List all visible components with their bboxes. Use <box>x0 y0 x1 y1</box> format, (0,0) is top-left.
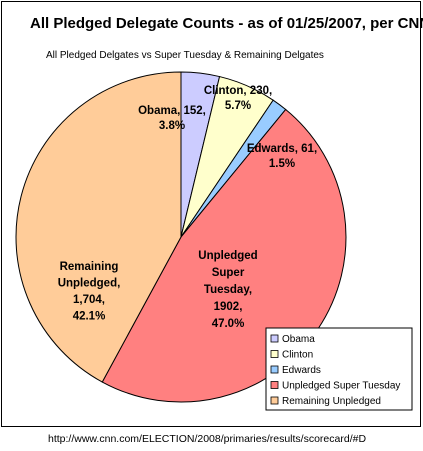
data-label-edwards: Edwards, 61, 1.5% <box>247 143 317 170</box>
legend-swatch-remaining-unpledged <box>270 396 279 405</box>
legend-label-unpledged-super-tuesday: Unpledged Super Tuesday <box>282 381 400 392</box>
pie-slice-remaining-unpledged <box>15 71 182 383</box>
legend-label-edwards: Edwards <box>282 365 321 376</box>
data-label-clinton: Clinton, 230, 5.7% <box>204 85 272 112</box>
data-label-unpledged-super-tuesday: Unpledged Super Tuesday, 1902, 47.0% <box>198 250 257 330</box>
source-url: http://www.cnn.com/ELECTION/2008/primari… <box>48 433 366 445</box>
legend-swatch-clinton <box>270 350 279 358</box>
legend-swatch-edwards <box>270 365 279 374</box>
legend-label-remaining-unpledged: Remaining Unpledged <box>282 396 381 407</box>
legend-swatch-unpledged-super-tuesday <box>270 381 279 389</box>
chart-title: All Pledged Delegate Counts - as of 01/2… <box>30 15 423 32</box>
chart-subtitle: All Pledged Delgates vs Super Tuesday & … <box>46 50 324 61</box>
chart-area-border <box>1 1 421 427</box>
legend-label-obama: Obama <box>282 334 315 345</box>
pie-data-labels: Obama, 152, 3.8%Clinton, 230, 5.7% Edwards,… <box>58 85 317 330</box>
data-label-obama: Obama, 152, 3.8% <box>138 105 206 132</box>
legend-label-clinton: Clinton <box>282 350 313 361</box>
legend: Obama Clinton Edwards Unpledged Super Tuesd… <box>265 327 413 411</box>
data-label-remaining-unpledged: Remaining Unpledged, 1,704, 42.1% <box>58 261 121 323</box>
legend-swatch-obama <box>270 334 279 343</box>
legend-box <box>265 327 413 411</box>
